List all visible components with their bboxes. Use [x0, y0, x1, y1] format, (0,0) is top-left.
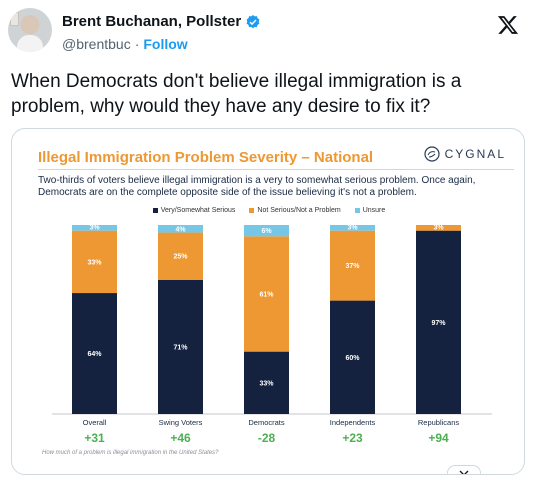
chart-legend: Very/Somewhat Serious Not Serious/Not a … — [12, 207, 524, 214]
legend-label-serious: Very/Somewhat Serious — [160, 207, 236, 214]
category-label: Republicans — [418, 418, 460, 427]
bar-segment-not-serious — [330, 230, 375, 301]
chart-title: Illegal Immigration Problem Severity – N… — [38, 149, 374, 166]
handle-row: @brentbuc · Follow — [62, 36, 188, 52]
stacked-bar-chart: 64% 33% 3% Overall +31 71% 25% 4% Swing Voters +4… — [52, 225, 492, 445]
tweet-header: Brent Buchanan, Pollster @brentbuc · Fol… — [8, 8, 525, 56]
bar-segment-not-serious — [158, 232, 203, 280]
bar-segment-serious — [244, 351, 289, 414]
legend-label-not-serious: Not Serious/Not a Problem — [257, 207, 341, 214]
data-label-serious: 33% — [259, 380, 274, 387]
data-label-not-serious: 25% — [173, 254, 188, 261]
chevron-down-icon — [459, 470, 469, 474]
author-handle[interactable]: @brentbuc — [62, 36, 131, 52]
title-divider — [38, 169, 514, 170]
bar-segment-unsure — [72, 225, 117, 231]
legend-swatch-not-serious — [249, 208, 255, 213]
data-label-not-serious: 61% — [259, 291, 274, 298]
data-label-not-serious: 3% — [433, 225, 444, 232]
data-label-not-serious: 37% — [345, 263, 360, 270]
brand-logo: CYGNAL — [424, 146, 506, 162]
bar-segment-serious — [416, 230, 461, 414]
bar-segment-not-serious — [72, 230, 117, 294]
legend-item-unsure: Unsure — [354, 207, 386, 214]
bar-segment-unsure — [330, 225, 375, 231]
data-label-unsure: 3% — [347, 225, 358, 232]
brand-name: CYGNAL — [444, 147, 506, 161]
bar-segment-unsure — [244, 225, 289, 237]
legend-swatch-unsure — [354, 208, 360, 213]
data-label-serious: 71% — [173, 344, 188, 351]
category-label: Independents — [330, 418, 376, 427]
net-score-label: +94 — [428, 431, 449, 445]
tweet-text: When Democrats don't believe illegal imm… — [11, 71, 462, 117]
avatar[interactable] — [8, 8, 52, 52]
data-label-unsure: 4% — [175, 226, 186, 233]
verified-badge-icon — [246, 14, 260, 28]
net-score-label: +23 — [342, 431, 363, 445]
category-label: Democrats — [248, 418, 285, 427]
net-score-label: -28 — [258, 431, 276, 445]
survey-question: How much of a problem is illegal immigra… — [42, 450, 219, 456]
legend-label-unsure: Unsure — [362, 207, 386, 214]
data-label-serious: 60% — [345, 355, 360, 362]
category-label: Overall — [83, 418, 107, 427]
bar-segment-serious — [330, 300, 375, 414]
author-name-row: Brent Buchanan, Pollster — [62, 13, 261, 30]
tweet-media-card[interactable]: Illegal Immigration Problem Severity – N… — [11, 128, 525, 475]
data-label-not-serious: 33% — [87, 259, 102, 266]
avatar-figure — [17, 35, 43, 52]
legend-swatch-serious — [152, 208, 158, 213]
x-logo-icon[interactable] — [497, 14, 519, 36]
bar-segment-serious — [72, 293, 117, 414]
expand-button[interactable] — [447, 465, 481, 474]
chart-subtitle: Two-thirds of voters believe illegal imm… — [38, 175, 476, 198]
data-label-unsure: 3% — [89, 225, 100, 232]
avatar-background-frame — [10, 12, 19, 26]
data-label-unsure: 6% — [261, 228, 272, 235]
bar-segment-not-serious — [244, 236, 289, 352]
category-label: Swing Voters — [159, 418, 203, 427]
data-label-serious: 64% — [87, 351, 102, 358]
net-score-label: +31 — [84, 431, 105, 445]
bar-segment-not-serious — [416, 225, 461, 231]
net-score-label: +46 — [170, 431, 191, 445]
follow-button[interactable]: Follow — [143, 36, 188, 52]
data-label-serious: 97% — [431, 320, 446, 327]
legend-item-serious: Very/Somewhat Serious — [152, 207, 236, 214]
cygnal-logo-icon — [424, 146, 440, 162]
bar-segment-unsure — [158, 225, 203, 233]
legend-item-not-serious: Not Serious/Not a Problem — [249, 207, 341, 214]
separator-dot: · — [134, 36, 140, 52]
author-name[interactable]: Brent Buchanan, Pollster — [62, 13, 242, 30]
bar-segment-serious — [158, 279, 203, 414]
